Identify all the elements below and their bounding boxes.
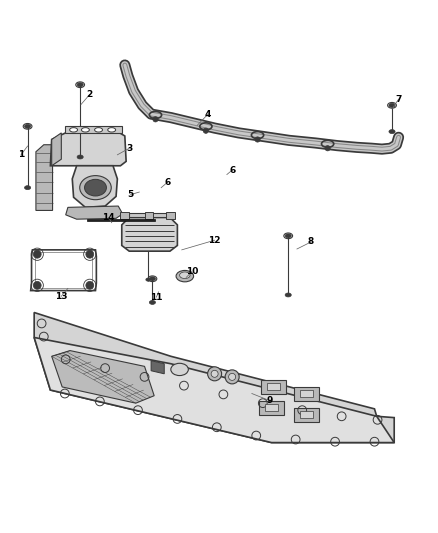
Ellipse shape <box>77 155 83 159</box>
Circle shape <box>33 251 41 258</box>
Ellipse shape <box>389 103 395 107</box>
Text: 5: 5 <box>127 190 134 199</box>
Text: 2: 2 <box>87 90 93 99</box>
Polygon shape <box>300 411 313 418</box>
Ellipse shape <box>180 272 190 279</box>
Circle shape <box>86 281 94 289</box>
Polygon shape <box>294 408 319 422</box>
Ellipse shape <box>81 128 89 132</box>
Text: 11: 11 <box>150 293 162 302</box>
Circle shape <box>255 137 260 142</box>
Circle shape <box>33 281 41 289</box>
Text: 8: 8 <box>308 238 314 246</box>
Polygon shape <box>151 361 164 374</box>
Text: 4: 4 <box>205 110 211 118</box>
Polygon shape <box>267 383 280 391</box>
Text: 3: 3 <box>126 144 132 153</box>
Polygon shape <box>52 133 61 166</box>
Circle shape <box>153 117 158 122</box>
Ellipse shape <box>77 83 83 87</box>
Circle shape <box>208 367 222 381</box>
Polygon shape <box>66 206 123 219</box>
Ellipse shape <box>80 175 111 200</box>
Polygon shape <box>120 212 129 219</box>
Polygon shape <box>166 212 175 219</box>
Ellipse shape <box>70 128 78 132</box>
Polygon shape <box>265 404 278 411</box>
Text: 9: 9 <box>266 396 272 405</box>
Ellipse shape <box>171 364 188 376</box>
Ellipse shape <box>149 301 155 304</box>
Polygon shape <box>87 219 155 221</box>
Circle shape <box>211 370 218 377</box>
Ellipse shape <box>146 278 150 281</box>
Polygon shape <box>122 217 177 251</box>
Text: 7: 7 <box>396 95 402 104</box>
Ellipse shape <box>149 277 155 281</box>
Ellipse shape <box>285 293 291 297</box>
Ellipse shape <box>389 130 395 134</box>
Polygon shape <box>300 390 313 397</box>
Circle shape <box>86 251 94 258</box>
Polygon shape <box>34 337 394 442</box>
Polygon shape <box>34 312 394 442</box>
Polygon shape <box>145 212 153 219</box>
Text: 1: 1 <box>18 150 24 159</box>
Circle shape <box>229 374 236 381</box>
Polygon shape <box>50 131 126 166</box>
Ellipse shape <box>25 124 31 128</box>
Polygon shape <box>261 380 286 394</box>
Polygon shape <box>72 166 117 207</box>
Polygon shape <box>259 400 284 415</box>
Text: 13: 13 <box>55 292 67 301</box>
Ellipse shape <box>108 128 116 132</box>
Ellipse shape <box>85 179 106 196</box>
Polygon shape <box>65 126 122 133</box>
Polygon shape <box>52 351 154 403</box>
Polygon shape <box>36 145 53 211</box>
Circle shape <box>203 128 208 133</box>
Ellipse shape <box>95 128 102 132</box>
Polygon shape <box>294 386 319 400</box>
Text: 6: 6 <box>164 178 170 187</box>
Ellipse shape <box>285 234 291 238</box>
Polygon shape <box>129 213 170 217</box>
Circle shape <box>325 146 330 151</box>
Text: 12: 12 <box>208 236 221 245</box>
Text: 14: 14 <box>102 213 115 222</box>
Text: 6: 6 <box>229 166 235 175</box>
Ellipse shape <box>25 185 31 190</box>
Circle shape <box>225 370 239 384</box>
Ellipse shape <box>176 270 194 282</box>
Text: 10: 10 <box>186 267 198 276</box>
